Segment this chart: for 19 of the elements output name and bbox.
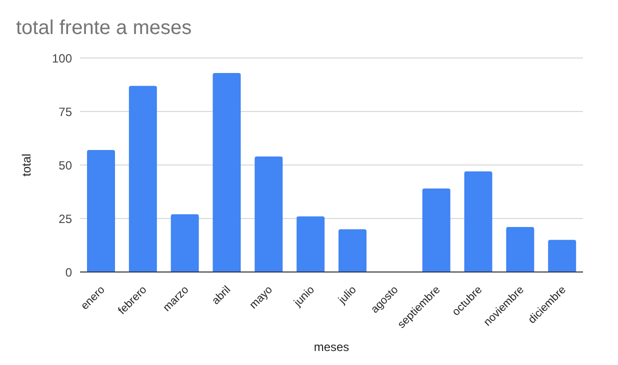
y-tick-label: 75	[58, 104, 72, 119]
bar	[338, 229, 366, 272]
bar	[422, 188, 450, 272]
bar	[87, 150, 115, 272]
bar	[464, 171, 492, 272]
bar	[254, 156, 283, 272]
bar	[506, 227, 534, 272]
y-axis-title: total	[19, 154, 34, 176]
chart-title: total frente a meses	[16, 17, 192, 40]
y-tick-label: 25	[58, 212, 72, 226]
x-axis-title: meses	[314, 340, 350, 354]
bar	[128, 86, 157, 272]
bar	[170, 214, 199, 272]
bar	[296, 216, 325, 272]
bar	[548, 240, 576, 272]
y-tick-label: 50	[58, 158, 72, 172]
bar	[212, 72, 241, 272]
y-tick-label: 100	[52, 51, 72, 66]
y-tick-label: 0	[65, 265, 72, 280]
